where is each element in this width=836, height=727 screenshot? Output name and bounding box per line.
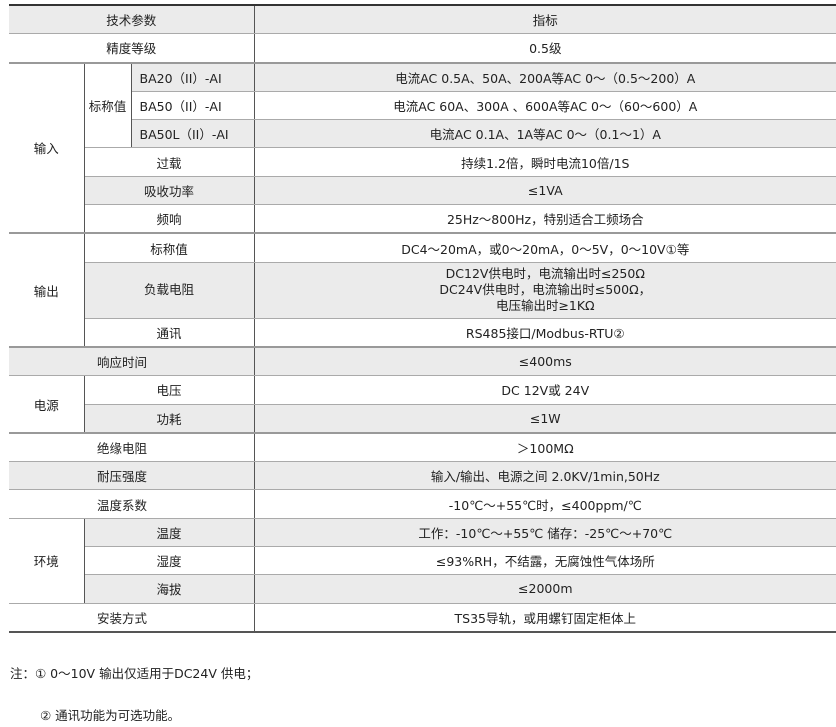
model-label: BA50L（II）-AI xyxy=(131,119,255,149)
row-value: 电流AC 0.1A、1A等AC 0～（0.1～1）A xyxy=(253,119,836,149)
row-value: 输入/输出、电源之间 2.0KV/1min,50Hz xyxy=(253,461,836,491)
row-label: 标称值 xyxy=(83,232,255,263)
note-2: ② 通讯功能为可选功能。 xyxy=(40,708,181,723)
table-row: 频响 25Hz～800Hz，特别适合工频场合 xyxy=(9,204,836,234)
row-value: 工作：-10℃～+55℃ 储存：-25℃～+70℃ xyxy=(253,517,836,548)
row-value: 持续1.2倍，瞬时电流10倍/1S xyxy=(253,147,836,177)
row-label: 吸收功率 xyxy=(84,175,255,206)
row-label: 过载 xyxy=(84,147,255,177)
spec-table: 技术参数 指标 精度等级 0.5级 输入 标称值 BA20（II）-AI 电流A… xyxy=(9,4,836,633)
row-label: 通讯 xyxy=(84,317,255,348)
model-label: BA20（II）-AI xyxy=(130,61,255,92)
table-row: BA50L（II）-AI 电流AC 0.1A、1A等AC 0～（0.1～1）A xyxy=(9,119,836,149)
group-supply: 电源 xyxy=(9,375,85,434)
group-output: 输出 xyxy=(9,232,85,348)
row-value: DC12V供电时，电流输出时≤250Ω DC24V供电时，电流输出时≤500Ω，… xyxy=(253,261,836,319)
row-value: ＞100MΩ xyxy=(253,431,836,463)
row-label: 温度系数 xyxy=(9,489,255,519)
row-value: 0.5级 xyxy=(253,33,836,64)
row-label: 温度 xyxy=(83,517,255,548)
row-value: 电流AC 60A、300A 、600A等AC 0～（60～600）A xyxy=(253,90,836,121)
group-input: 输入 xyxy=(9,61,85,234)
table-row: 环境 温度 工作：-10℃～+55℃ 储存：-25℃～+70℃ xyxy=(9,517,836,604)
row-label: 功耗 xyxy=(84,403,255,434)
row-value: 25Hz～800Hz，特别适合工频场合 xyxy=(253,204,836,234)
row-label: 响应时间 xyxy=(9,345,255,377)
table-row: 电源 电压 DC 12V或 24V xyxy=(9,375,836,434)
table-row: 负载电阻 DC12V供电时，电流输出时≤250Ω DC24V供电时，电流输出时≤… xyxy=(9,261,836,319)
row-value: -10℃～+55℃时，≤400ppm/℃ xyxy=(253,489,836,519)
row-label: 湿度 xyxy=(84,546,255,576)
row-value: 电流AC 0.5A、50A、200A等AC 0～（0.5～200）A xyxy=(253,61,836,92)
header-spec: 指标 xyxy=(253,4,836,35)
table-row: 功耗 ≤1W xyxy=(9,403,836,434)
row-value: ≤93%RH，不结露，无腐蚀性气体场所 xyxy=(253,546,836,576)
row-value: RS485接口/Modbus-RTU② xyxy=(253,317,836,348)
row-value: ≤400ms xyxy=(253,345,836,377)
row-value: ≤1W xyxy=(253,403,836,434)
header-param: 技术参数 xyxy=(9,4,255,35)
table-row: 通讯 RS485接口/Modbus-RTU② xyxy=(9,317,836,348)
table-row: 输出 标称值 DC4～20mA，或0～20mA，0～5V，0～10V①等 xyxy=(9,232,836,348)
table-row: BA50（II）-AI 电流AC 60A、300A 、600A等AC 0～（60… xyxy=(9,90,836,121)
group-environment: 环境 xyxy=(9,517,85,604)
row-label: 安装方式 xyxy=(9,602,255,633)
row-value: TS35导轨，或用螺钉固定柜体上 xyxy=(253,602,836,633)
table-row: 耐压强度 输入/输出、电源之间 2.0KV/1min,50Hz xyxy=(9,461,836,491)
note-1: 注：① 0～10V 输出仅适用于DC24V 供电； xyxy=(10,666,259,681)
row-label: 电压 xyxy=(83,375,255,405)
table-row: 输入 标称值 BA20（II）-AI 电流AC 0.5A、50A、200A等AC… xyxy=(9,61,836,234)
table-row: 海拔 ≤2000m xyxy=(9,574,836,604)
table-row: 吸收功率 ≤1VA xyxy=(9,175,836,206)
row-value: DC4～20mA，或0～20mA，0～5V，0～10V①等 xyxy=(253,232,836,263)
table-row: 安装方式 TS35导轨，或用螺钉固定柜体上 xyxy=(9,602,836,633)
model-label: BA50（II）-AI xyxy=(131,90,255,121)
row-value: ≤1VA xyxy=(253,175,836,206)
table-row: 过载 持续1.2倍，瞬时电流10倍/1S xyxy=(9,147,836,177)
row-label: 负载电阻 xyxy=(84,261,255,319)
table-row: 响应时间 ≤400ms xyxy=(9,345,836,377)
load-line: 电压输出时≥1KΩ xyxy=(495,298,595,314)
row-label: 海拔 xyxy=(84,574,255,604)
row-label: 耐压强度 xyxy=(9,461,255,491)
table-row: 精度等级 0.5级 xyxy=(9,33,836,64)
table-row: 湿度 ≤93%RH，不结露，无腐蚀性气体场所 xyxy=(9,546,836,576)
row-value: DC 12V或 24V xyxy=(253,375,836,405)
table-row: 绝缘电阻 ＞100MΩ xyxy=(9,431,836,463)
row-label: 绝缘电阻 xyxy=(9,431,255,463)
header-row: 技术参数 指标 xyxy=(9,4,836,35)
load-line: DC12V供电时，电流输出时≤250Ω xyxy=(445,266,645,282)
row-value: ≤2000m xyxy=(253,574,836,604)
load-line: DC24V供电时，电流输出时≤500Ω， xyxy=(439,282,652,298)
input-nominal-label: 标称值 xyxy=(83,61,132,149)
row-label: 频响 xyxy=(84,204,255,234)
table-row: 温度系数 -10℃～+55℃时，≤400ppm/℃ xyxy=(9,489,836,519)
row-label: 精度等级 xyxy=(9,33,255,64)
